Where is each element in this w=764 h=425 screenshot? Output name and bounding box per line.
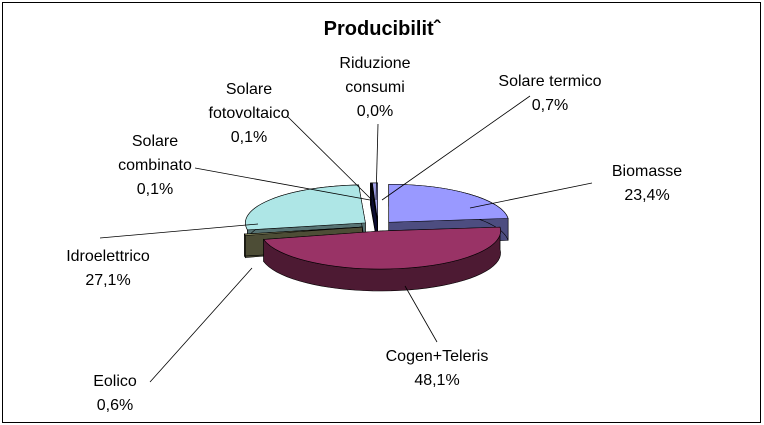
data-label: Biomasse 23,4%: [582, 160, 712, 208]
leader-line: [286, 115, 373, 201]
value-label: 0,1%: [136, 181, 174, 198]
data-label: Solare combinato 0,1%: [110, 130, 200, 202]
category-label: Solare combinato: [118, 133, 192, 174]
leader-line: [404, 285, 438, 343]
slice: [370, 182, 378, 221]
value-label: 0,6%: [96, 397, 134, 414]
data-label: Solare fotovoltaico 0,1%: [194, 78, 304, 150]
chart-title: Producibilitˆ: [323, 18, 441, 40]
slice: [388, 183, 509, 223]
slice: [245, 184, 366, 231]
leader-line: [469, 182, 593, 209]
value-label: 0,0%: [356, 103, 394, 120]
value-label: 23,4%: [624, 187, 670, 204]
leader-line: [375, 123, 379, 201]
category-label: Solare termico: [498, 73, 602, 90]
slice: [243, 226, 363, 236]
category-label: Biomasse: [611, 163, 683, 180]
leader-line: [99, 223, 259, 239]
slice-wall: [244, 233, 246, 259]
leader-line: [149, 267, 253, 383]
data-label: Cogen+Teleris 48,1%: [362, 345, 512, 393]
value-label: 27,1%: [85, 272, 131, 289]
leader-line: [381, 95, 531, 201]
category-label: Riduzione consumi: [339, 55, 411, 96]
slice: [263, 226, 501, 270]
data-label: Solare termico 0,7%: [480, 70, 620, 118]
data-label: Riduzione consumi 0,0%: [330, 52, 420, 124]
value-label: 48,1%: [414, 372, 460, 389]
leader-line: [194, 167, 371, 201]
category-label: Solare fotovoltaico: [208, 81, 290, 122]
value-label: 0,1%: [230, 129, 268, 146]
data-label: Idroelettrico 27,1%: [43, 245, 173, 293]
value-label: 0,7%: [531, 97, 569, 114]
category-label: Eolico: [93, 373, 137, 390]
category-label: Cogen+Teleris: [385, 348, 489, 365]
category-label: Idroelettrico: [66, 248, 150, 265]
data-label: Eolico 0,6%: [75, 370, 155, 418]
